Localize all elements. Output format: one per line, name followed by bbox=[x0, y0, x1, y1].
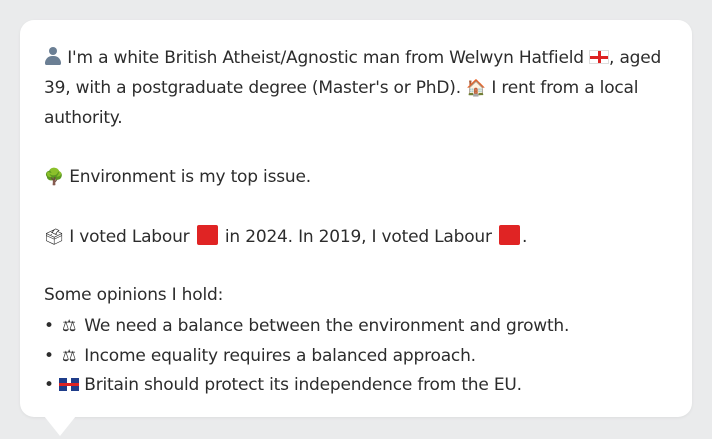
uk-flag-icon bbox=[59, 378, 80, 392]
bullet: • bbox=[44, 315, 54, 336]
profile-identity-text: I'm a white British Atheist/Agnostic man… bbox=[67, 48, 584, 68]
profile-line-3: authority. bbox=[44, 104, 674, 133]
profile-education-text: 39, with a postgraduate degree (Master's… bbox=[44, 78, 461, 99]
person-icon bbox=[44, 47, 62, 65]
opinion-item-2: • ⚖ Income equality requires a balanced … bbox=[44, 341, 674, 371]
profile-content: I'm a white British Atheist/Agnostic man… bbox=[44, 44, 674, 401]
profile-line-1: I'm a white British Atheist/Agnostic man… bbox=[44, 44, 674, 73]
profile-housing-text: I rent from a local bbox=[491, 78, 639, 99]
opinion-text-2: Income equality requires a balanced appr… bbox=[84, 345, 476, 366]
vote-text-a: I voted Labour bbox=[69, 226, 190, 247]
labour-color-icon bbox=[196, 224, 218, 245]
balance-scale-icon: ⚖ bbox=[61, 345, 77, 365]
profile-line-2: 39, with a postgraduate degree (Master's… bbox=[44, 73, 674, 103]
opinion-text-3: Britain should protect its independence … bbox=[84, 375, 522, 396]
england-flag-icon bbox=[589, 50, 610, 64]
ballot-box-icon: 🗳 bbox=[44, 226, 65, 246]
top-issue-line: 🌳 Environment is my top issue. bbox=[44, 162, 674, 192]
balance-scale-icon: ⚖ bbox=[61, 315, 77, 335]
vote-text-c: . bbox=[522, 226, 528, 247]
opinion-item-3: • Britain should protect its independenc… bbox=[44, 371, 674, 400]
opinion-text-1: We need a balance between the environmen… bbox=[84, 315, 570, 336]
labour-color-icon-2019 bbox=[499, 224, 521, 245]
top-issue-text: Environment is my top issue. bbox=[69, 167, 311, 188]
bullet: • bbox=[44, 345, 54, 366]
house-icon: 🏠 bbox=[466, 78, 486, 98]
opinions-heading: Some opinions I hold: bbox=[44, 281, 674, 310]
vote-text-b: in 2024. In 2019, I voted Labour bbox=[224, 226, 492, 247]
profile-age-text: , aged bbox=[609, 48, 662, 68]
opinions-heading-text: Some opinions I hold: bbox=[44, 285, 224, 306]
opinion-item-1: • ⚖ We need a balance between the enviro… bbox=[44, 311, 674, 341]
tree-icon: 🌳 bbox=[44, 167, 64, 187]
profile-housing-text-cont: authority. bbox=[44, 107, 123, 128]
vote-line: 🗳 I voted Labour in 2024. In 2019, I vot… bbox=[44, 222, 674, 252]
bullet: • bbox=[44, 375, 54, 396]
profile-card: I'm a white British Atheist/Agnostic man… bbox=[20, 20, 692, 417]
speech-bubble-tail bbox=[44, 416, 76, 436]
